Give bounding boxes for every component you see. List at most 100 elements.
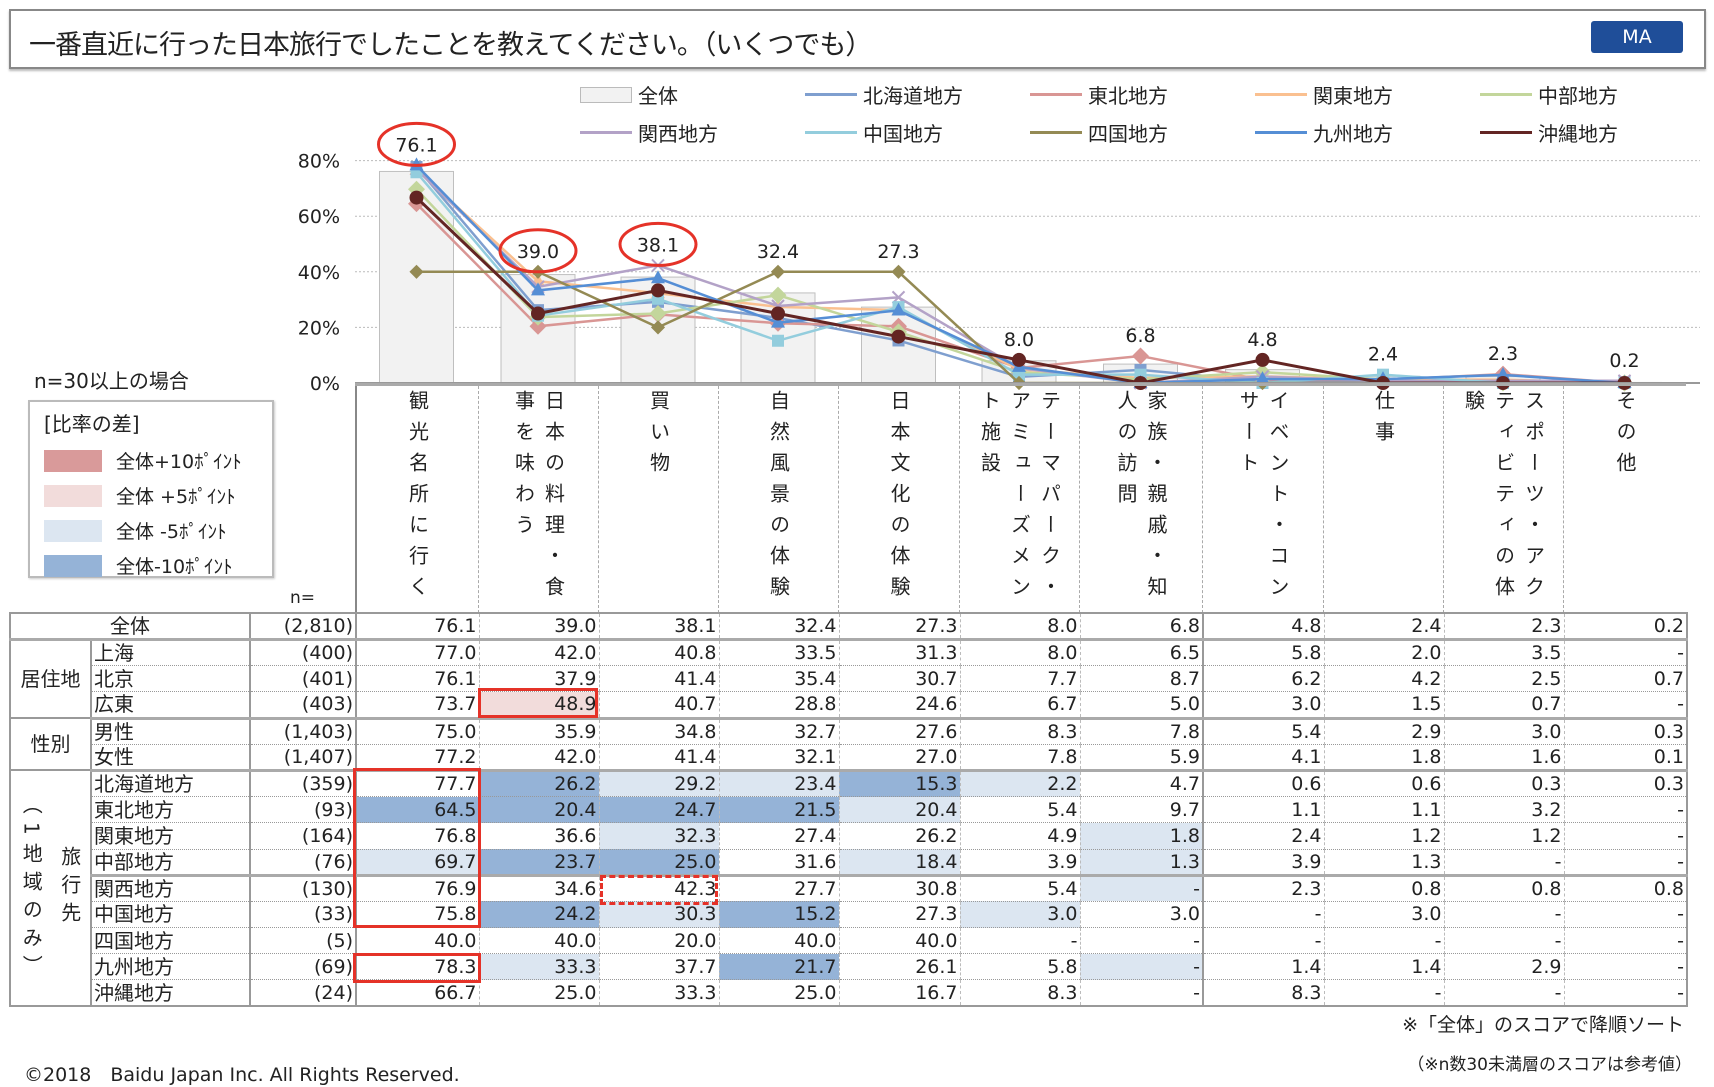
table-cell: 21.7 <box>718 953 839 981</box>
diff-legend-item: 全体-10ﾎﾟｲﾝﾄ <box>44 548 258 583</box>
table-cell: 73.7 <box>355 691 479 720</box>
table-cell: 39.0 <box>478 613 599 641</box>
table-cell: 4.9 <box>959 822 1080 850</box>
row-n: (93) <box>249 796 356 824</box>
table-cell: 0.7 <box>1563 665 1687 693</box>
table-cell: 0.6 <box>1323 770 1444 798</box>
table-cell: 1.2 <box>1443 822 1564 850</box>
marker-diamond <box>409 264 424 279</box>
table-cell: 3.0 <box>959 901 1080 929</box>
row-label: 北海道地方 <box>90 770 250 798</box>
legend-label: 関西地方 <box>638 122 718 146</box>
diff-label: 全体-10ﾎﾟｲﾝﾄ <box>116 556 233 578</box>
condition-note: n=30以上の場合 <box>34 369 189 393</box>
table-cell: 77.0 <box>355 639 479 667</box>
table-cell: 0.1 <box>1563 744 1687 772</box>
diff-legend-item: 全体 +5ﾎﾟｲﾝﾄ <box>44 478 258 513</box>
table-cell: 8.7 <box>1079 665 1203 693</box>
bar-value-label: 32.4 <box>757 241 799 263</box>
table-cell: 25.0 <box>478 979 599 1007</box>
table-cell: - <box>1323 979 1444 1007</box>
table-cell: 1.3 <box>1323 849 1444 877</box>
table-cell: 2.5 <box>1443 665 1564 693</box>
table-cell: 5.4 <box>959 796 1080 824</box>
table-cell: 2.4 <box>1323 613 1444 641</box>
table-cell: 5.9 <box>1079 744 1203 772</box>
legend-swatch-line <box>1255 131 1307 134</box>
legend-label: 九州地方 <box>1313 122 1393 146</box>
table-cell: 37.7 <box>598 953 719 981</box>
highlight-circle <box>498 228 578 274</box>
marker-diamond <box>891 264 906 279</box>
table-cell: - <box>1563 796 1687 824</box>
y-tick-label: 20% <box>298 317 340 339</box>
legend-label: 東北地方 <box>1088 84 1168 108</box>
table-cell: 16.7 <box>838 979 960 1007</box>
question-header: 一番直近に行った日本旅行でしたことを教えてください。（いくつでも） MA <box>9 9 1706 69</box>
table-cell: 1.6 <box>1443 744 1564 772</box>
legend-item: 中国地方 <box>805 118 943 147</box>
table-cell: 6.7 <box>959 691 1080 720</box>
y-tick-label: 0% <box>310 373 340 395</box>
table-cell: 38.1 <box>598 613 719 641</box>
table-cell: 0.3 <box>1443 770 1564 798</box>
diff-swatch <box>44 449 102 472</box>
table-cell: 40.0 <box>718 927 839 955</box>
row-label: 中部地方 <box>90 849 250 877</box>
highlight-box-kansai-shopping <box>600 875 718 905</box>
table-cell: 8.0 <box>959 639 1080 667</box>
legend-label: 四国地方 <box>1088 122 1168 146</box>
table-cell: 4.8 <box>1202 613 1324 641</box>
diff-legend: [比率の差] 全体+10ﾎﾟｲﾝﾄ 全体 +5ﾎﾟｲﾝﾄ 全体 -5ﾎﾟｲﾝﾄ 全体-… <box>28 400 274 578</box>
table-cell: 20.4 <box>478 796 599 824</box>
category-header-cell: イベント・コンサート <box>1202 386 1323 613</box>
table-cell: 40.0 <box>355 927 479 955</box>
table-cell: 2.9 <box>1323 718 1444 745</box>
table-row: 性別 男性 (1,403) 75.0 35.9 34.8 32.7 27.6 8.3 7.8 5.4… <box>9 717 1687 772</box>
marker-circle <box>651 283 665 298</box>
table-cell: 27.0 <box>838 744 960 772</box>
row-label: 上海 <box>90 639 250 667</box>
bar-value-label: 38.1 <box>637 234 679 256</box>
legend-item: 関東地方 <box>1255 80 1393 109</box>
table-cell: 0.8 <box>1323 875 1444 902</box>
category-header-cell: テーマパーク・アミューズメント施設 <box>959 386 1079 613</box>
chart-area: 0% 20% 40% 60% 80% 76.1 39.0 38.1 32.4 27.3 8.0 6.8… <box>298 121 1700 395</box>
row-n: (403) <box>249 691 356 720</box>
row-n: (1,403) <box>249 718 356 745</box>
row-n: (76) <box>249 849 356 877</box>
table-cell: 3.0 <box>1323 901 1444 929</box>
table-cell: 6.2 <box>1202 665 1324 693</box>
table-cell: 1.4 <box>1202 953 1324 981</box>
table-cell: 3.2 <box>1443 796 1564 824</box>
table-cell: 2.0 <box>1323 639 1444 667</box>
table-cell: 0.7 <box>1443 691 1564 720</box>
highlight-box-kyushu <box>353 953 481 983</box>
category-label: その他 <box>1613 390 1637 483</box>
table-cell: 78.3 <box>355 953 479 981</box>
marker-circle <box>531 306 545 321</box>
table-cell: 41.4 <box>598 665 719 693</box>
table-cell: 2.4 <box>1202 822 1324 850</box>
table-cell: 1.8 <box>1323 744 1444 772</box>
row-label: 東北地方 <box>90 796 250 824</box>
marker-circle <box>891 329 906 344</box>
table-cell: - <box>1079 979 1203 1007</box>
table-cell: 3.5 <box>1443 639 1564 667</box>
table-cell: 3.0 <box>1079 901 1203 929</box>
legend-item: 沖縄地方 <box>1480 118 1618 147</box>
table-cell: 40.8 <box>598 639 719 667</box>
category-label: 仕事 <box>1371 390 1396 452</box>
row-label: 関西地方 <box>90 875 250 902</box>
legend-label: 沖縄地方 <box>1538 122 1618 146</box>
table-cell: 34.6 <box>478 875 599 902</box>
legend-swatch-line <box>1480 93 1532 96</box>
table-cell: 1.2 <box>1323 822 1444 850</box>
table-row: 中国地方 (33) 75.8 24.2 30.3 15.2 27.3 3.0 3.0-3.0- - <box>10 901 1687 929</box>
table-row: 関東地方 (164) 76.8 36.6 32.3 27.4 26.2 4.9 1.8 2.4 1.… <box>10 822 1687 850</box>
row-label: 関東地方 <box>90 822 250 850</box>
row-n: (164) <box>249 822 356 850</box>
row-label: 四国地方 <box>90 927 250 955</box>
table-row: 全体 (2,810) 76.1 39.0 38.1 32.4 27.3 8.0 6.8 4.8 2.… <box>9 613 1687 641</box>
row-label: 中国地方 <box>90 901 250 929</box>
